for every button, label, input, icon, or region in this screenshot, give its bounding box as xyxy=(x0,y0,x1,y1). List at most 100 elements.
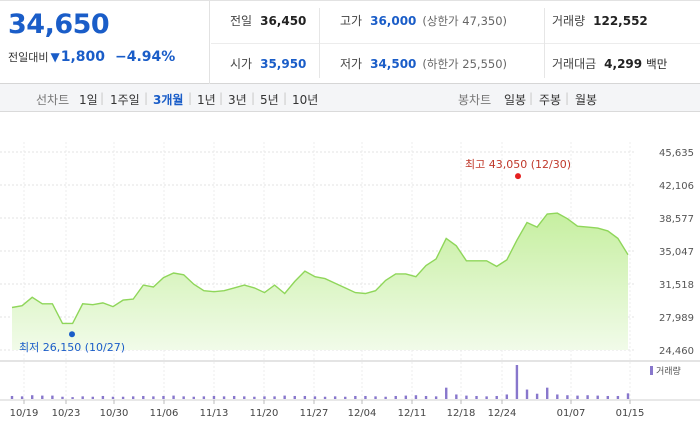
change-row: 전일대비 ▼ 1,800 −4.94% xyxy=(8,49,175,65)
volume-bar xyxy=(455,394,458,399)
period-tab-3y[interactable]: 3년 xyxy=(228,93,247,107)
volume-bar xyxy=(10,395,14,399)
volume-bar xyxy=(525,389,529,399)
price-chart[interactable]: 45,635 42,106 38,577 35,047 31,518 27,989 24,4… xyxy=(0,112,700,434)
stat-open: 시가 35,950 xyxy=(230,57,307,71)
volume-bar xyxy=(515,365,519,399)
low-annotation: 최저 26,150 (10/27) xyxy=(19,341,125,354)
period-tab-1y[interactable]: 1년 xyxy=(197,93,216,107)
volume-bar xyxy=(283,395,286,399)
volume-bar xyxy=(465,395,468,399)
volume-bar xyxy=(384,396,387,399)
volume-bar xyxy=(303,395,307,399)
volume-bar xyxy=(313,396,317,399)
volume-bar xyxy=(626,393,630,399)
volume-bar xyxy=(445,387,448,399)
x-tick-label: 12/04 xyxy=(348,408,377,419)
candle-tab-monthly[interactable]: 월봉 xyxy=(575,93,598,107)
candle-tab-daily[interactable]: 일봉 xyxy=(504,93,527,107)
x-tick-label: 10/30 xyxy=(100,408,129,419)
volume-bar xyxy=(51,395,54,399)
period-tab-3m[interactable]: 3개월 xyxy=(153,93,184,107)
volume-bar xyxy=(243,396,246,399)
volume-bar xyxy=(172,395,175,399)
volume-bar xyxy=(535,393,539,399)
volume-bar xyxy=(475,395,478,399)
volume-bar xyxy=(505,394,509,399)
x-tick-label: 12/24 xyxy=(488,408,517,419)
stat-prev-close: 전일 36,450 xyxy=(230,14,307,28)
volume-bar xyxy=(121,396,125,399)
low-marker xyxy=(69,331,75,338)
volume-bar xyxy=(30,395,34,399)
separator: | xyxy=(144,91,149,105)
volume-bar xyxy=(485,396,488,399)
stats-col-divider xyxy=(319,8,320,78)
separator: | xyxy=(251,91,256,105)
y-tick-label: 45,635 xyxy=(659,148,694,159)
change-percent: −4.94% xyxy=(115,49,176,65)
stat-low: 저가 34,500 (하한가 25,550) xyxy=(340,57,508,71)
period-tab-5y[interactable]: 5년 xyxy=(260,93,279,107)
volume-bar xyxy=(61,396,64,399)
volume-legend-swatch xyxy=(650,366,653,375)
volume-bar xyxy=(71,397,74,399)
stat-amount: 거래대금 4,299 백만 xyxy=(552,57,668,71)
stats-col-divider xyxy=(544,8,545,78)
line-chart-label: 선차트 xyxy=(36,93,70,107)
x-tick-label: 12/11 xyxy=(398,408,427,419)
x-tick-label: 11/06 xyxy=(150,408,179,419)
price-chart-svg: 45,635 42,106 38,577 35,047 31,518 27,989 24,4… xyxy=(0,142,700,419)
volume-bar xyxy=(354,395,357,399)
period-tab-1w[interactable]: 1주일 xyxy=(110,93,140,107)
separator: | xyxy=(283,91,288,105)
current-price: 34,650 xyxy=(8,9,110,40)
volume-bar xyxy=(394,395,397,399)
price-line xyxy=(11,212,629,325)
high-annotation: 최고 43,050 (12/30) xyxy=(465,158,571,171)
period-tab-1d[interactable]: 1일 xyxy=(79,93,98,107)
y-tick-label: 27,989 xyxy=(659,313,694,324)
x-tick-label: 11/27 xyxy=(300,408,329,419)
y-tick-label: 24,460 xyxy=(659,346,694,357)
volume-bar xyxy=(111,396,115,399)
y-tick-label: 31,518 xyxy=(659,280,694,291)
chart-toolbar: 선차트 1일 | 1주일 | 3개월 | 1년 | 3년 | 5년 | 10년 … xyxy=(0,84,700,112)
separator: | xyxy=(219,91,224,105)
volume-bar xyxy=(576,395,579,399)
volume-bar xyxy=(434,396,438,399)
period-tab-10y[interactable]: 10년 xyxy=(292,93,319,107)
volume-bar xyxy=(414,395,418,399)
volume-bar xyxy=(20,396,24,399)
x-tick-label: 01/15 xyxy=(616,408,645,419)
change-value: 1,800 xyxy=(60,49,106,65)
volume-bar xyxy=(142,395,145,399)
stat-volume: 거래량 122,552 xyxy=(552,14,648,28)
volume-bar xyxy=(202,396,206,399)
candle-tab-weekly[interactable]: 주봉 xyxy=(539,93,562,107)
volume-bar xyxy=(131,396,135,399)
price-area xyxy=(12,213,628,350)
x-tick-label: 01/07 xyxy=(557,408,586,419)
volume-bar xyxy=(212,395,216,399)
candle-chart-label: 봉차트 xyxy=(458,93,492,107)
down-arrow-icon: ▼ xyxy=(50,50,60,64)
change-label: 전일대비 xyxy=(8,51,49,64)
volume-bar xyxy=(91,396,94,399)
volume-bar xyxy=(546,387,549,399)
x-tick-label: 11/20 xyxy=(250,408,279,419)
price-summary: 34,650 전일대비 ▼ 1,800 −4.94% xyxy=(0,1,210,85)
volume-bar xyxy=(556,394,559,399)
volume-bar xyxy=(424,395,428,399)
volume-bar xyxy=(404,395,408,399)
volume-bar xyxy=(152,396,155,399)
volume-bar xyxy=(293,395,296,399)
volume-bar xyxy=(323,396,327,399)
high-marker xyxy=(515,173,521,180)
separator: | xyxy=(188,91,193,105)
volume-bar xyxy=(192,396,195,399)
volume-bar xyxy=(273,396,276,399)
x-tick-label: 10/19 xyxy=(10,408,39,419)
stats-divider xyxy=(211,43,700,44)
volume-bar xyxy=(81,396,84,399)
